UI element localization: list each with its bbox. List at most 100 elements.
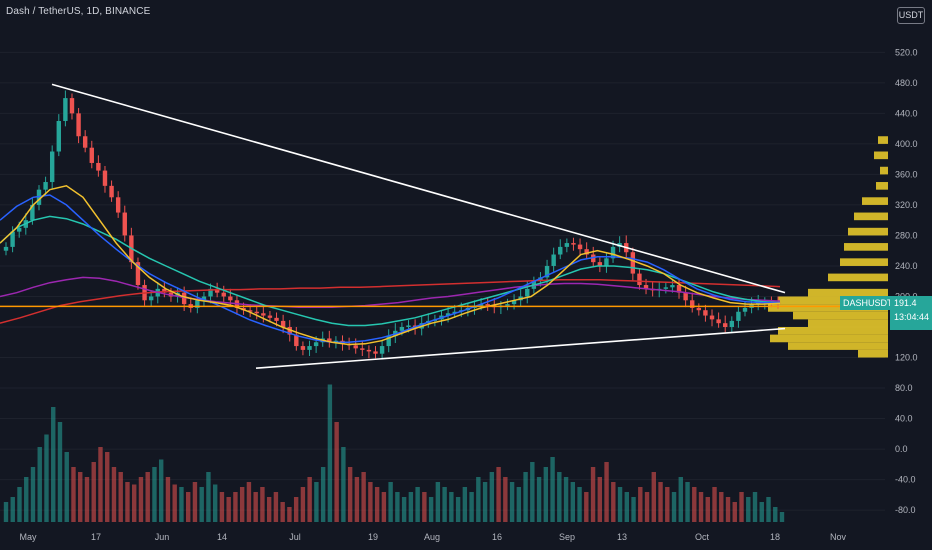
volume-bar <box>523 472 528 522</box>
candle-body <box>571 243 576 245</box>
volume-bar <box>563 477 569 522</box>
volume-bar <box>759 502 764 522</box>
x-tick-label: Jul <box>289 532 301 542</box>
currency-unit-button[interactable]: USDT <box>897 7 925 24</box>
candle-body <box>630 252 636 274</box>
candle-body <box>135 262 141 286</box>
volume-bar <box>57 422 63 522</box>
volume-bar <box>111 467 117 522</box>
candle-body <box>43 182 48 190</box>
y-tick-label: 240.0 <box>895 261 918 271</box>
candle-body <box>452 311 457 314</box>
candle-body <box>327 338 332 343</box>
candle-body <box>729 320 735 327</box>
volume-bar <box>199 487 204 522</box>
volume-bar <box>428 497 434 522</box>
volume-bar <box>91 462 96 522</box>
volume-bar <box>273 492 279 522</box>
candle-body <box>122 212 127 236</box>
candle-body <box>56 120 61 152</box>
volume-bar <box>105 452 110 522</box>
volume-bar <box>17 487 22 522</box>
volume-bar <box>37 447 42 522</box>
candle-body <box>538 277 543 282</box>
volume-bar <box>320 467 326 522</box>
volume-bar <box>698 492 704 522</box>
volume-bar <box>752 492 758 522</box>
volume-bar <box>543 467 549 522</box>
trendlines[interactable] <box>51 83 786 369</box>
volume-bar <box>604 462 609 522</box>
volume-bar <box>388 482 393 522</box>
volume-bar <box>10 497 15 522</box>
candle-body <box>16 227 22 232</box>
volume-bar <box>293 497 299 522</box>
volume-profile-bin <box>828 273 888 282</box>
candle-body <box>353 345 358 349</box>
x-axis[interactable]: May 17 Jun 14 Jul 19 Aug 16 Sep 13 Oct 18 Nov <box>19 532 846 542</box>
y-tick-label: 400.0 <box>895 139 918 149</box>
volume-bar <box>152 467 157 522</box>
volume-bar <box>300 487 306 522</box>
candle-body <box>683 292 688 301</box>
volume-bar <box>179 487 184 522</box>
x-tick-label: Jun <box>155 532 170 542</box>
volume-bar <box>44 434 49 522</box>
volume-bar <box>692 487 697 522</box>
candle-body <box>709 315 715 320</box>
last-price-tag: DASHUSDT 191.4 13:04:44 <box>840 296 932 330</box>
volume-bar <box>482 482 488 522</box>
y-tick-label: 440.0 <box>895 108 918 118</box>
candle-body <box>360 348 365 350</box>
x-tick-label: 17 <box>91 532 101 542</box>
volume-bar <box>597 477 603 522</box>
volume-bar <box>381 492 387 522</box>
candle-body <box>505 304 510 306</box>
volume-bar <box>415 487 420 522</box>
candle-body <box>445 313 451 316</box>
volume-bar <box>192 482 198 522</box>
candle-body <box>399 327 405 331</box>
candle-body <box>69 98 75 114</box>
candle-body <box>287 327 292 335</box>
volume-bar <box>658 482 663 522</box>
candle-body <box>690 300 695 308</box>
volume-bar <box>503 477 508 522</box>
x-tick-label: May <box>19 532 37 542</box>
candle-body <box>3 246 9 251</box>
candle-body <box>274 317 279 321</box>
volume-profile-bin <box>844 243 888 251</box>
volume-bar <box>449 492 454 522</box>
volume-bar <box>462 487 468 522</box>
candle-body <box>333 340 339 343</box>
volume-bar <box>118 472 123 522</box>
y-axis[interactable]: 520.0 480.0 440.0 400.0 360.0 320.0 280.0 240.0… <box>895 47 918 515</box>
candle-body <box>564 243 570 247</box>
bar-countdown: 13:04:44 <box>894 312 930 322</box>
volume-bar <box>260 487 265 522</box>
candle-body <box>63 98 68 121</box>
volume-bar <box>638 487 643 522</box>
volume-bar <box>712 487 717 522</box>
candle-body <box>208 288 213 297</box>
candle-body <box>663 287 669 289</box>
volume-profile-bin <box>778 296 888 305</box>
volume-bar <box>327 384 333 522</box>
y-tick-label: 280.0 <box>895 230 918 240</box>
candle-body <box>313 342 319 347</box>
volume-bar <box>725 497 731 522</box>
candle-body <box>89 147 94 163</box>
candle-body <box>485 304 490 306</box>
volume-bar <box>185 492 191 522</box>
volume-bar <box>51 407 56 522</box>
volume-bar <box>536 477 542 522</box>
candle-body <box>280 320 286 327</box>
candle-body <box>723 323 728 327</box>
candle-body <box>736 311 741 321</box>
volume-bar <box>98 447 103 522</box>
volume-bar <box>361 472 366 522</box>
volume-bar <box>422 492 427 522</box>
volume-bar <box>165 477 171 522</box>
candle-body <box>511 300 517 305</box>
